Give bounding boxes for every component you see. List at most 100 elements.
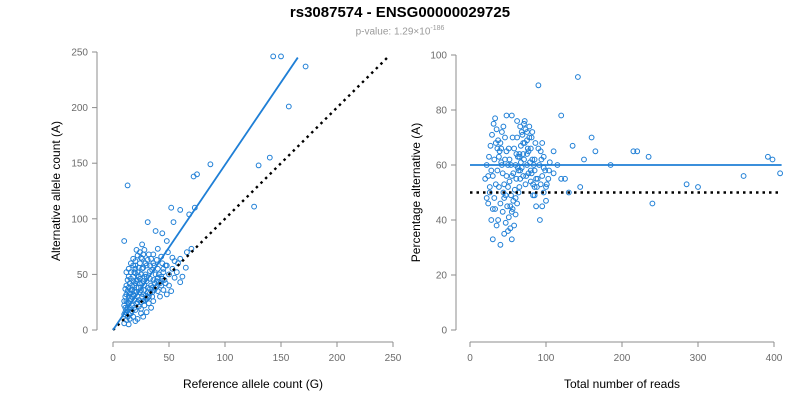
right-data-point	[505, 214, 512, 221]
right-data-point	[494, 145, 501, 152]
left-data-point	[125, 321, 132, 328]
right-data-point	[575, 74, 581, 80]
right-data-point	[695, 184, 701, 190]
right-data-point	[507, 203, 514, 210]
right-data-point	[524, 151, 530, 157]
right-data-point	[528, 134, 535, 141]
left-data-point	[123, 269, 130, 276]
left-data-point	[122, 286, 129, 292]
right-data-point	[534, 184, 540, 190]
left-x-tick-label: 150	[273, 353, 290, 364]
right-data-point	[537, 217, 543, 223]
right-data-point	[491, 195, 498, 201]
right-data-point	[485, 200, 492, 207]
right-data-point	[524, 145, 531, 152]
right-data-point	[512, 211, 519, 218]
left-data-point	[131, 269, 138, 276]
left-y-tick-label: 200	[71, 103, 88, 114]
pvalue-text: p-value: 1.29×10	[355, 26, 431, 38]
right-data-point	[513, 175, 520, 182]
left-x-tick-label: 100	[217, 353, 234, 364]
left-data-point	[159, 230, 166, 237]
left-data-point	[171, 274, 178, 281]
right-data-point	[497, 241, 504, 248]
left-data-point	[168, 288, 175, 295]
right-data-point	[512, 195, 519, 201]
right-data-point	[504, 203, 511, 210]
right-y-tick-label: 100	[430, 51, 447, 62]
right-data-point	[530, 192, 536, 199]
right-data-point	[492, 115, 499, 122]
right-data-point	[550, 170, 557, 177]
right-data-point	[539, 173, 546, 179]
left-data-point	[122, 309, 129, 316]
left-data-point	[150, 277, 157, 283]
left-data-point	[159, 260, 166, 267]
right-data-point	[496, 153, 502, 160]
right-data-point	[502, 156, 508, 163]
right-data-point	[516, 184, 523, 190]
right-y-tick-label: 0	[441, 326, 447, 337]
right-data-point	[490, 120, 497, 127]
right-data-point	[489, 206, 496, 212]
left-data-point	[270, 53, 277, 60]
left-data-point	[137, 275, 143, 282]
left-data-point	[168, 204, 175, 211]
right-data-point	[545, 175, 552, 182]
left-data-point	[255, 162, 262, 169]
right-x-tick-label: 100	[538, 353, 555, 364]
left-data-point	[177, 279, 184, 286]
right-data-point	[769, 156, 776, 163]
left-y-tick-label: 150	[71, 159, 88, 170]
right-data-point	[511, 186, 518, 193]
right-data-point	[488, 167, 495, 174]
right-data-point	[499, 129, 505, 135]
left-x-tick-label: 50	[163, 353, 175, 364]
right-data-point	[502, 134, 508, 141]
left-data-point	[143, 309, 150, 316]
left-fit-line	[112, 57, 299, 331]
right-data-point	[500, 189, 507, 196]
left-data-point	[160, 287, 167, 293]
right-data-point	[497, 200, 504, 207]
left-y-tick-label: 50	[77, 270, 89, 281]
right-x-tick-label: 300	[690, 353, 707, 364]
right-data-point	[522, 181, 529, 188]
left-data-point	[152, 271, 159, 278]
right-data-point	[493, 222, 500, 229]
right-data-point	[546, 167, 552, 174]
right-data-point	[558, 112, 565, 119]
right-x-tick-label: 200	[614, 353, 631, 364]
right-data-point	[543, 197, 549, 204]
left-data-point	[173, 269, 180, 276]
right-data-point	[492, 206, 499, 212]
right-data-point	[515, 153, 521, 160]
right-data-point	[492, 140, 499, 146]
left-data-point	[166, 271, 172, 278]
left-data-point	[132, 318, 139, 325]
left-data-point	[128, 260, 134, 267]
left-data-point	[135, 264, 142, 271]
left-data-point	[163, 238, 170, 244]
left-data-point	[302, 63, 309, 70]
right-data-point	[514, 200, 520, 207]
left-x-tick-label: 250	[385, 353, 402, 364]
left-data-point	[207, 161, 214, 168]
right-y-axis-label: Percentage alternative (A)	[409, 123, 423, 262]
left-data-point	[194, 171, 200, 178]
right-data-point	[499, 208, 506, 215]
right-data-point	[503, 173, 510, 179]
right-data-point	[529, 129, 536, 135]
right-data-point	[506, 178, 513, 185]
right-data-point	[520, 151, 527, 157]
right-data-point	[592, 148, 599, 155]
right-data-point	[501, 230, 508, 237]
right-data-point	[503, 112, 510, 119]
right-data-point	[514, 118, 520, 124]
right-data-point	[540, 189, 547, 196]
right-data-point	[581, 156, 587, 163]
right-data-point	[569, 142, 576, 149]
left-data-point	[124, 182, 131, 189]
right-data-point	[520, 173, 527, 179]
right-data-point	[513, 151, 520, 157]
